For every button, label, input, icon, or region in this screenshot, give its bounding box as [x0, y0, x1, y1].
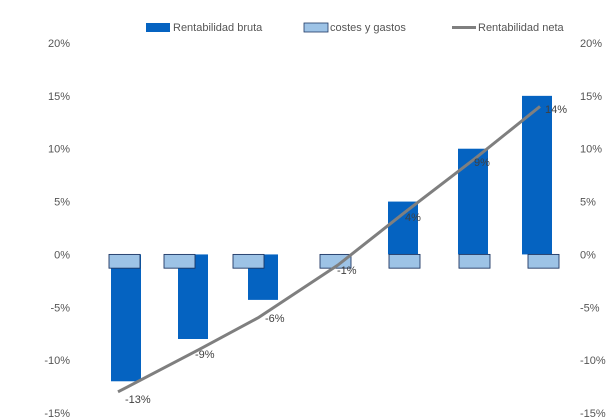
y-tick-label-right: -15%: [580, 408, 606, 420]
data-label: 9%: [474, 157, 490, 169]
legend-label: Rentabilidad neta: [478, 22, 565, 34]
legend-item-rentabilidad-neta: Rentabilidad neta: [452, 22, 565, 34]
y-tick-label-left: 10%: [48, 144, 70, 156]
y-tick-label-right: 10%: [580, 144, 602, 156]
y-tick-label-right: -5%: [580, 302, 600, 314]
line-rentabilidad-neta: [117, 105, 541, 394]
y-tick-label-left: 20%: [48, 38, 70, 50]
bar-rentabilidad-bruta: [388, 201, 418, 255]
legend-item-rentabilidad-bruta: Rentabilidad bruta: [146, 22, 263, 34]
y-axis-left: -15% -10% -5% 0% 5% 10% 15% 20%: [44, 38, 70, 420]
data-labels: -13% -9% -6% -1% 4% 9% 14%: [125, 104, 567, 406]
y-tick-label-right: 15%: [580, 91, 602, 103]
y-tick-label-left: 0%: [54, 249, 70, 261]
legend-item-costes-y-gastos: costes y gastos: [303, 22, 406, 34]
data-label: -13%: [125, 394, 151, 406]
data-label: 4%: [405, 212, 421, 224]
legend-label: costes y gastos: [330, 22, 406, 34]
data-label: 14%: [545, 104, 567, 116]
y-tick-label-left: -5%: [50, 302, 70, 314]
y-tick-label-right: 0%: [580, 249, 596, 261]
y-tick-label-left: 15%: [48, 91, 70, 103]
line-series: [117, 105, 541, 394]
y-tick-label-left: -15%: [44, 408, 70, 420]
bar-costes-y-gastos: [527, 253, 560, 269]
legend-swatch-bar: [303, 22, 329, 33]
y-tick-label-right: 20%: [580, 38, 602, 50]
y-tick-label-right: 5%: [580, 197, 596, 209]
bar-rentabilidad-bruta: [522, 95, 552, 255]
bar-costes-y-gastos: [388, 253, 421, 269]
bar-costes-y-gastos: [232, 253, 265, 269]
legend-swatch-bar: [146, 23, 170, 32]
y-axis-right: -15% -10% -5% 0% 5% 10% 15% 20%: [580, 38, 606, 420]
y-tick-label-left: -10%: [44, 355, 70, 367]
legend: Rentabilidad bruta costes y gastos Renta…: [146, 22, 565, 34]
y-tick-label-left: 5%: [54, 197, 70, 209]
data-label: -6%: [265, 313, 285, 325]
bar-costes-y-gastos: [108, 253, 141, 269]
bar-costes-y-gastos: [458, 253, 491, 269]
bar-costes-y-gastos: [163, 253, 196, 269]
bar-rentabilidad-bruta: [111, 254, 141, 382]
bars: [108, 95, 560, 382]
data-label: -1%: [337, 265, 357, 277]
legend-label: Rentabilidad bruta: [173, 22, 263, 34]
y-tick-label-right: -10%: [580, 355, 606, 367]
data-label: -9%: [195, 349, 215, 361]
